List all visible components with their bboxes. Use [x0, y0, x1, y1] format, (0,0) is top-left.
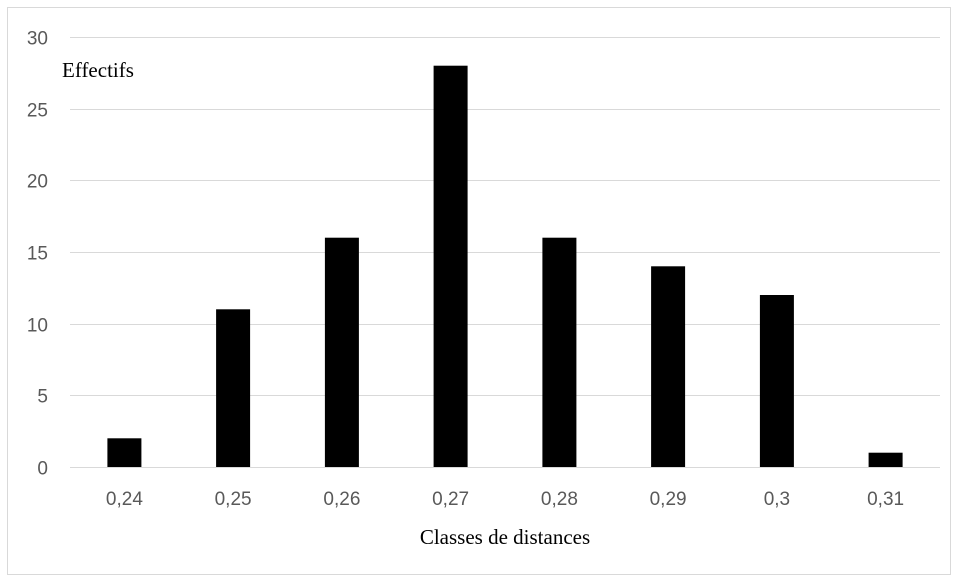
y-tick-label-30: 30 [27, 29, 48, 50]
y-tick-label-20: 20 [27, 172, 48, 193]
x-tick-label-0-3: 0,3 [764, 489, 790, 510]
x-tick-label-0-29: 0,29 [650, 489, 687, 510]
bar-0-29 [651, 266, 686, 467]
bars [107, 65, 903, 467]
y-tick-label-15: 15 [27, 244, 48, 265]
gridlines [70, 37, 940, 468]
y-axis-ticks: 0 5 10 15 20 25 30 [27, 29, 48, 480]
x-tick-label-0-26: 0,26 [323, 489, 360, 510]
bar-0-27 [433, 65, 468, 467]
bar-0-31 [868, 452, 903, 467]
chart-frame [7, 7, 951, 575]
y-tick-label-0: 0 [37, 459, 48, 480]
x-tick-label-0-25: 0,25 [215, 489, 252, 510]
bar-0-25 [216, 309, 251, 467]
y-tick-label-25: 25 [27, 101, 48, 122]
x-tick-label-0-24: 0,24 [106, 489, 143, 510]
x-axis-ticks: 0,24 0,25 0,26 0,27 0,28 0,29 0,3 0,31 [106, 489, 904, 510]
bar-0-26 [324, 237, 359, 467]
bar-0-3 [759, 295, 794, 467]
x-tick-label-0-31: 0,31 [867, 489, 904, 510]
y-axis-label: Effectifs [62, 58, 134, 82]
y-tick-label-5: 5 [37, 387, 48, 408]
bar-0-28 [542, 237, 577, 467]
x-tick-label-0-28: 0,28 [541, 489, 578, 510]
y-tick-label-10: 10 [27, 316, 48, 337]
bar-0-24 [107, 438, 142, 467]
x-tick-label-0-27: 0,27 [432, 489, 469, 510]
x-axis-label: Classes de distances [420, 525, 590, 549]
